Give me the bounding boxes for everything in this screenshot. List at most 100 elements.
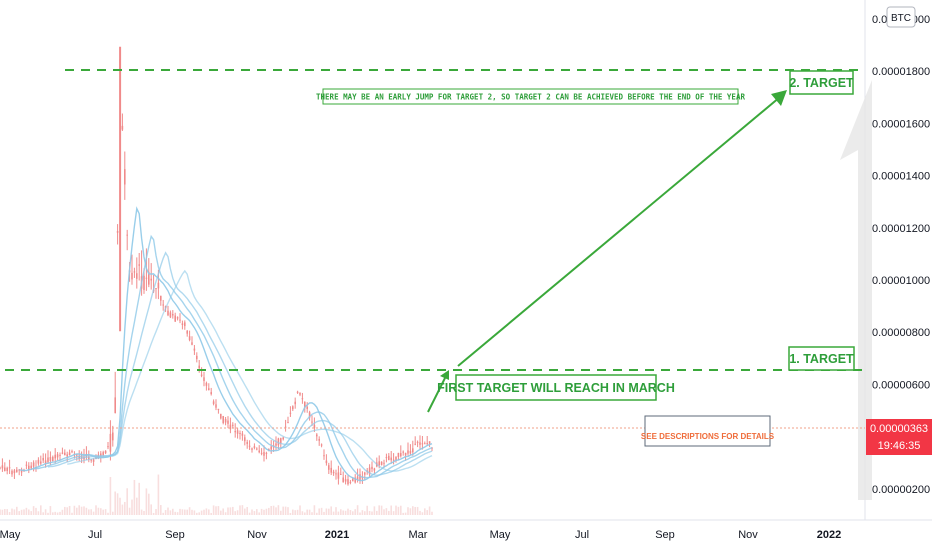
candle-body xyxy=(337,472,340,479)
candle-body xyxy=(104,450,107,454)
candle-body xyxy=(25,464,28,466)
volume-bar xyxy=(210,512,212,515)
volume-bar xyxy=(71,512,73,515)
candle-body xyxy=(311,421,313,423)
candle-body xyxy=(409,450,412,454)
volume-bar xyxy=(176,512,179,515)
volume-bar xyxy=(224,512,227,515)
volume-bar xyxy=(342,510,344,515)
target-2-label-box[interactable]: 2. TARGET xyxy=(789,70,854,95)
candle-body xyxy=(68,452,71,456)
candle-body xyxy=(112,432,114,441)
candle-body xyxy=(349,481,352,483)
candle-body xyxy=(234,430,236,433)
volume-bar xyxy=(128,507,131,515)
volume-bar xyxy=(215,506,217,515)
volume-bar xyxy=(222,508,224,515)
candle-body xyxy=(121,125,124,130)
volume-bar xyxy=(294,510,296,515)
candle-body xyxy=(49,457,52,461)
candle-body xyxy=(368,467,371,475)
volume-bar xyxy=(61,509,64,515)
volume-bar xyxy=(236,510,239,515)
candle-body xyxy=(215,404,217,408)
candle-body xyxy=(335,473,337,475)
candle-body xyxy=(80,455,83,459)
candle-body xyxy=(275,443,277,446)
candle-body xyxy=(217,408,220,410)
volume-bar xyxy=(73,505,76,515)
volume-bar xyxy=(8,512,11,515)
volume-bar xyxy=(364,511,366,515)
x-tick-label: Sep xyxy=(655,529,675,541)
volume-bar xyxy=(145,488,148,515)
volume-bar xyxy=(208,509,210,515)
volume-bar xyxy=(306,509,308,515)
candle-body xyxy=(44,460,47,465)
candle-body xyxy=(308,412,311,418)
candle-body xyxy=(260,452,263,454)
volume-bar xyxy=(220,510,222,515)
volume-bar xyxy=(124,501,126,515)
candle-body xyxy=(287,422,289,424)
currency-badge[interactable]: BTC xyxy=(886,6,916,28)
volume-bar xyxy=(390,505,392,515)
candle-body xyxy=(253,446,256,448)
candle-body xyxy=(172,314,174,316)
first-target-note[interactable]: FIRST TARGET WILL REACH IN MARCH xyxy=(437,374,675,401)
volume-bar xyxy=(116,493,119,515)
volume-bar xyxy=(311,512,313,515)
volume-bar xyxy=(227,507,229,515)
volume-bar xyxy=(229,507,232,515)
volume-bar xyxy=(270,506,272,515)
target-1-label-box[interactable]: 1. TARGET xyxy=(788,346,855,371)
moving-average-line xyxy=(19,206,433,482)
volume-bar xyxy=(80,506,83,515)
y-tick-label: 0.00001800 xyxy=(872,66,930,78)
volume-bar xyxy=(90,509,92,515)
candle-body xyxy=(30,465,32,469)
early-jump-note[interactable]: THERE MAY BE AN EARLY JUMP FOR TARGET 2,… xyxy=(316,88,745,105)
volume-bar xyxy=(20,509,23,515)
volume-bar xyxy=(352,511,354,515)
volume-bar xyxy=(268,507,270,515)
volume-bar xyxy=(424,508,426,515)
candle-body xyxy=(359,474,361,480)
candle-body xyxy=(16,469,18,472)
volume-bar xyxy=(131,499,133,515)
candle-body xyxy=(289,412,292,414)
short-arrow-head xyxy=(440,370,449,380)
short-arrow-to-first-target xyxy=(427,373,448,413)
candle-body xyxy=(421,443,424,445)
volume-bar xyxy=(335,507,337,515)
volume-bar xyxy=(44,509,47,515)
candle-body xyxy=(71,451,73,453)
candle-body xyxy=(229,424,232,430)
candle-body xyxy=(203,377,205,382)
volume-bar xyxy=(78,505,80,515)
volume-bar xyxy=(287,507,289,515)
volume-bar xyxy=(205,508,208,515)
volume-bar xyxy=(6,509,8,515)
volume-bar xyxy=(212,505,215,515)
y-tick-label: 0.00001400 xyxy=(872,171,930,183)
volume-bar xyxy=(272,505,275,515)
volume-bar xyxy=(404,512,407,515)
candle-body xyxy=(133,271,136,273)
volume-bar xyxy=(330,506,332,515)
volume-bar xyxy=(138,482,140,515)
candle-body xyxy=(212,401,215,404)
volume-bar xyxy=(376,510,378,515)
volume-bar xyxy=(265,508,268,515)
volume-bar xyxy=(289,512,292,515)
descriptions-note[interactable]: SEE DESCRIPTIONS FOR DETAILS xyxy=(641,415,775,447)
candle-body xyxy=(294,401,296,405)
volume-bar xyxy=(42,512,44,515)
candle-body xyxy=(364,472,366,475)
volume-bar xyxy=(196,512,198,515)
volume-bar xyxy=(23,509,25,515)
volume-bar xyxy=(337,511,340,515)
candle-body xyxy=(414,443,416,445)
volume-bar xyxy=(395,505,397,515)
